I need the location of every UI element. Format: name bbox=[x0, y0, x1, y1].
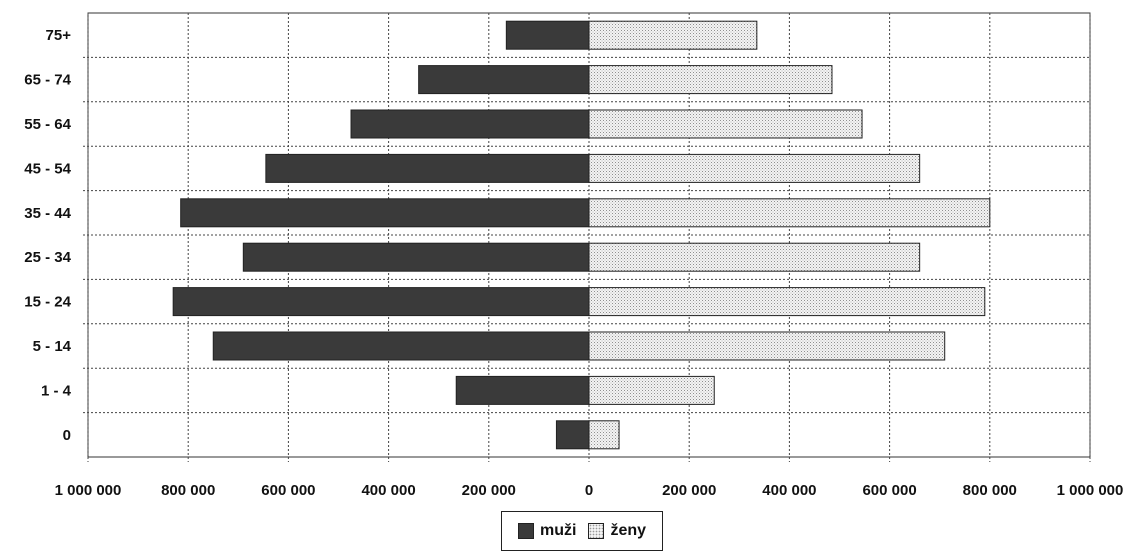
bar-men-3 bbox=[172, 287, 590, 317]
x-tick-label: 1 000 000 bbox=[1057, 482, 1124, 499]
bar-men-5 bbox=[180, 198, 590, 228]
legend-item-men: muži bbox=[517, 522, 577, 540]
legend-label-women: ženy bbox=[610, 522, 647, 539]
bar-women-8 bbox=[588, 65, 833, 95]
y-tick-label: 75+ bbox=[46, 27, 72, 44]
x-tick-label: 200 000 bbox=[662, 482, 716, 499]
bar-women-6 bbox=[588, 153, 921, 183]
x-tick-label: 600 000 bbox=[862, 482, 916, 499]
legend-item-women: ženy bbox=[588, 522, 646, 540]
bars bbox=[172, 20, 991, 450]
y-tick-label: 0 bbox=[63, 427, 71, 444]
bar-men-1 bbox=[455, 375, 590, 405]
x-tick-label: 600 000 bbox=[261, 482, 315, 499]
y-tick-label: 65 - 74 bbox=[24, 72, 71, 89]
bar-women-5 bbox=[588, 198, 991, 228]
y-tick-label: 45 - 54 bbox=[24, 160, 71, 177]
y-axis-labels: 0 1 - 4 5 - 14 15 - 24 25 - 34 35 - 44 45 - 54… bbox=[24, 27, 71, 444]
bar-women-0 bbox=[588, 420, 620, 450]
bar-women-9 bbox=[588, 20, 758, 50]
x-tick-label: 800 000 bbox=[161, 482, 215, 499]
bar-men-8 bbox=[418, 65, 590, 95]
y-tick-label: 5 - 14 bbox=[33, 338, 72, 355]
x-tick-label: 400 000 bbox=[762, 482, 816, 499]
bar-men-0 bbox=[555, 420, 590, 450]
gridlines bbox=[83, 12, 1091, 462]
x-tick-label: 800 000 bbox=[963, 482, 1017, 499]
x-tick-label: 400 000 bbox=[361, 482, 415, 499]
y-tick-label: 25 - 34 bbox=[24, 249, 71, 266]
y-tick-label: 1 - 4 bbox=[41, 382, 72, 399]
y-tick-label: 15 - 24 bbox=[24, 294, 71, 311]
bar-women-2 bbox=[588, 331, 946, 361]
bar-men-9 bbox=[505, 20, 590, 50]
bar-women-4 bbox=[588, 242, 921, 272]
y-tick-label: 55 - 64 bbox=[24, 116, 71, 133]
legend-label-men: muži bbox=[539, 522, 577, 539]
bar-women-7 bbox=[588, 109, 863, 139]
x-tick-label: 0 bbox=[585, 482, 593, 499]
legend-swatch-men bbox=[517, 523, 534, 539]
bar-women-1 bbox=[588, 375, 715, 405]
bar-women-3 bbox=[588, 287, 986, 317]
y-tick-label: 35 - 44 bbox=[24, 205, 71, 222]
x-tick-label: 200 000 bbox=[462, 482, 516, 499]
bar-men-7 bbox=[350, 109, 590, 139]
legend-swatch-women bbox=[588, 523, 605, 539]
bar-men-4 bbox=[242, 242, 590, 272]
x-axis-labels: 1 000 000 800 000 600 000 400 000 200 000 0 20… bbox=[55, 482, 1124, 499]
x-tick-label: 1 000 000 bbox=[55, 482, 122, 499]
legend: muži ženy bbox=[501, 511, 663, 551]
bar-men-6 bbox=[265, 153, 590, 183]
bar-men-2 bbox=[212, 331, 590, 361]
